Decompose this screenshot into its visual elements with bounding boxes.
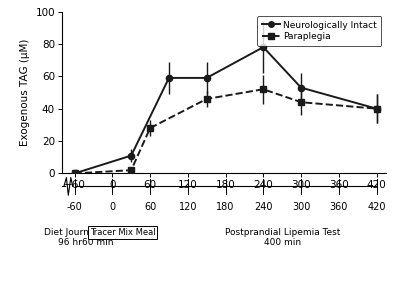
Text: 60: 60 — [144, 202, 156, 212]
Text: 180: 180 — [216, 202, 235, 212]
Text: 120: 120 — [178, 202, 197, 212]
Text: 360: 360 — [330, 202, 348, 212]
Text: Tracer Mix Meal: Tracer Mix Meal — [90, 228, 155, 237]
Legend: Neurologically Intact, Paraplegia: Neurologically Intact, Paraplegia — [257, 16, 382, 46]
Text: Diet Journal
96 hr: Diet Journal 96 hr — [44, 228, 97, 247]
Text: Rest
60 min: Rest 60 min — [82, 228, 114, 247]
Y-axis label: Exogenous TAG (μM): Exogenous TAG (μM) — [20, 39, 30, 146]
Text: -60: -60 — [67, 202, 82, 212]
Text: Postprandial Lipemia Test
400 min: Postprandial Lipemia Test 400 min — [224, 228, 340, 247]
Text: 0: 0 — [109, 202, 115, 212]
Text: 420: 420 — [367, 202, 386, 212]
Text: 240: 240 — [254, 202, 272, 212]
Text: 300: 300 — [292, 202, 310, 212]
